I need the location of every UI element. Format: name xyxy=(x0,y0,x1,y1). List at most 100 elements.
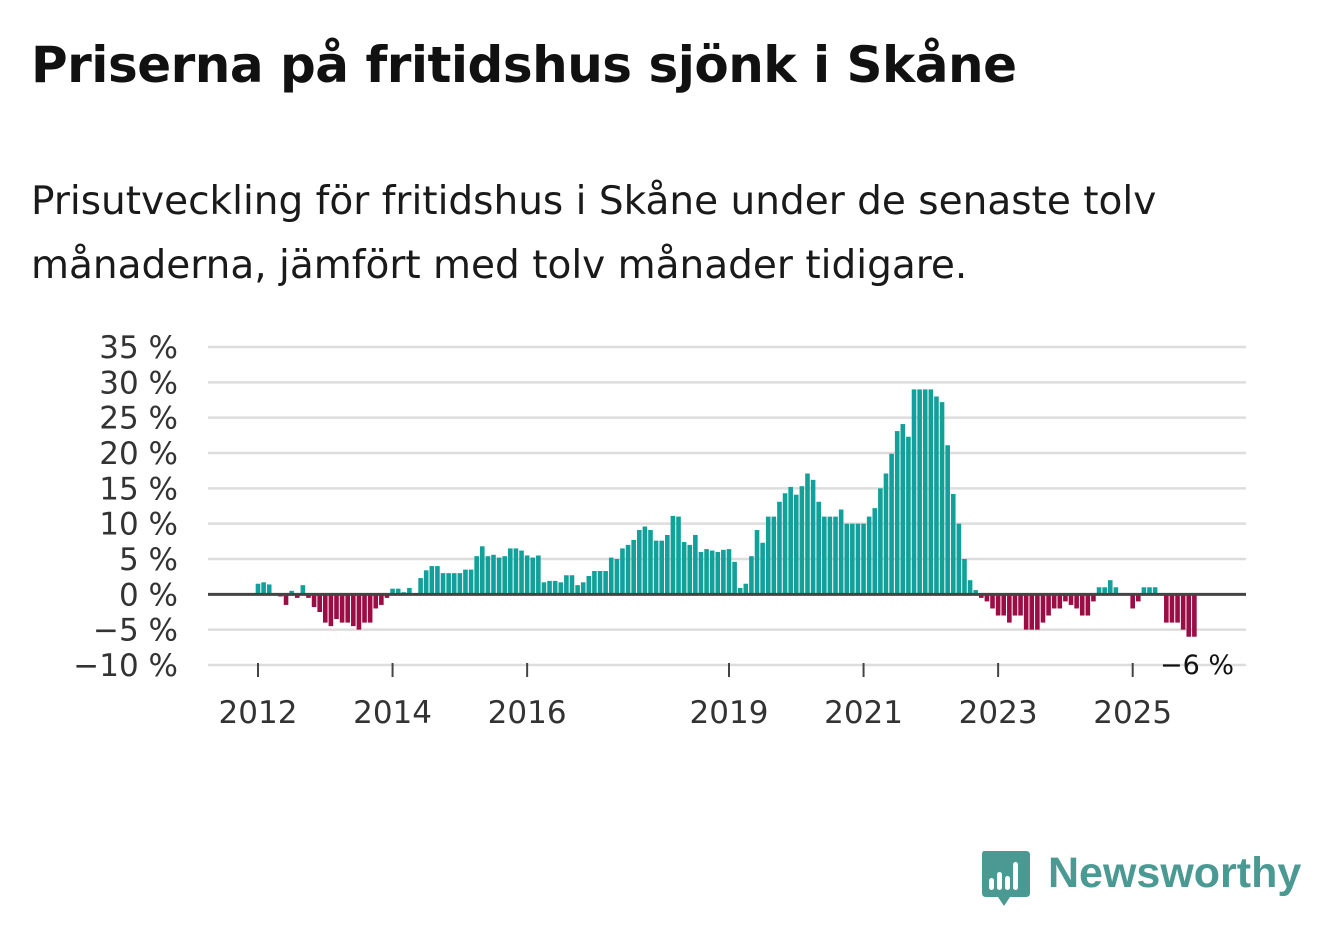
bar xyxy=(289,590,294,595)
bar xyxy=(541,582,547,595)
bar xyxy=(861,523,866,595)
axes xyxy=(208,592,1246,677)
bar xyxy=(962,559,967,595)
y-tick-label: 20 % xyxy=(99,436,178,472)
y-tick-label: 0 % xyxy=(119,577,178,613)
bar xyxy=(620,548,625,595)
y-tick-label: −10 % xyxy=(73,648,178,684)
bar xyxy=(575,585,580,595)
bar xyxy=(569,575,575,595)
bar xyxy=(1136,594,1141,602)
bar xyxy=(709,550,715,595)
bar xyxy=(502,556,508,595)
bar xyxy=(311,594,317,608)
bar xyxy=(934,396,939,595)
bar xyxy=(855,523,861,595)
bar xyxy=(1029,594,1035,630)
x-tick-label: 2014 xyxy=(353,695,432,731)
logo-text: Newsworthy xyxy=(1048,849,1302,897)
bar xyxy=(496,557,502,595)
bar xyxy=(306,594,311,598)
bar xyxy=(625,544,631,595)
bar xyxy=(440,573,446,595)
bar xyxy=(558,582,564,595)
bar xyxy=(945,445,950,595)
bar xyxy=(356,594,362,630)
bar xyxy=(765,516,771,595)
bar xyxy=(732,561,737,595)
bar xyxy=(1035,594,1040,630)
bar xyxy=(1051,594,1057,609)
bar xyxy=(967,580,973,595)
bar xyxy=(547,580,552,595)
bar xyxy=(681,542,687,595)
bar xyxy=(687,544,693,595)
bar xyxy=(474,556,479,595)
bar xyxy=(1152,587,1158,595)
bar xyxy=(429,566,435,595)
bar xyxy=(894,431,900,595)
y-tick-label: 30 % xyxy=(99,365,178,401)
bar xyxy=(1147,587,1152,595)
bar xyxy=(597,571,603,595)
bar xyxy=(508,548,513,595)
x-tick-label: 2021 xyxy=(824,695,903,731)
y-tick-label: 10 % xyxy=(99,507,178,543)
bar xyxy=(322,594,328,623)
bar xyxy=(423,570,429,595)
bar xyxy=(979,594,984,598)
bar xyxy=(698,551,704,595)
bar xyxy=(407,587,412,595)
bar xyxy=(1169,594,1175,623)
bar xyxy=(754,530,760,595)
bar xyxy=(631,539,636,595)
bar xyxy=(743,583,749,595)
bar xyxy=(648,530,653,595)
bar xyxy=(373,594,379,609)
bar xyxy=(771,516,777,595)
bar xyxy=(1057,594,1063,609)
bar xyxy=(721,549,726,595)
bar xyxy=(872,508,878,595)
bar xyxy=(973,590,978,595)
bar xyxy=(339,594,345,623)
y-tick-label: 15 % xyxy=(99,471,178,507)
newsworthy-logo-icon xyxy=(982,851,1030,906)
bar xyxy=(866,516,872,595)
bar xyxy=(984,594,990,602)
x-tick-label: 2023 xyxy=(959,695,1038,731)
bar xyxy=(693,534,698,595)
bar xyxy=(670,515,676,595)
bar xyxy=(379,594,384,605)
bar xyxy=(833,516,838,595)
bar xyxy=(564,575,569,595)
bar xyxy=(351,594,356,627)
bar xyxy=(485,556,491,595)
chart-subtitle: Prisutveckling för fritidshus i Skåne un… xyxy=(31,179,1157,288)
bar xyxy=(1046,594,1051,616)
bar xyxy=(799,486,805,595)
bar xyxy=(283,594,289,605)
bar xyxy=(362,594,367,623)
bar xyxy=(1186,594,1192,637)
newsworthy-logo[interactable]: Newsworthy xyxy=(980,848,1301,912)
bar xyxy=(838,509,844,595)
x-tick-label: 2016 xyxy=(488,695,567,731)
bar xyxy=(435,566,440,595)
bar xyxy=(1085,594,1091,616)
bar xyxy=(446,573,451,595)
bar xyxy=(653,540,659,595)
bar xyxy=(777,501,782,595)
bar xyxy=(1068,594,1074,605)
bar xyxy=(1040,594,1046,623)
bar xyxy=(491,554,496,595)
bar xyxy=(294,594,300,598)
bar xyxy=(530,557,536,595)
bar xyxy=(889,453,894,595)
bar xyxy=(900,424,906,595)
chart-title: Priserna på fritidshus sjönk i Skåne xyxy=(31,36,1017,94)
bar xyxy=(1023,594,1029,630)
bar xyxy=(822,516,827,595)
bar xyxy=(603,571,608,595)
y-tick-label: 35 % xyxy=(99,330,178,366)
